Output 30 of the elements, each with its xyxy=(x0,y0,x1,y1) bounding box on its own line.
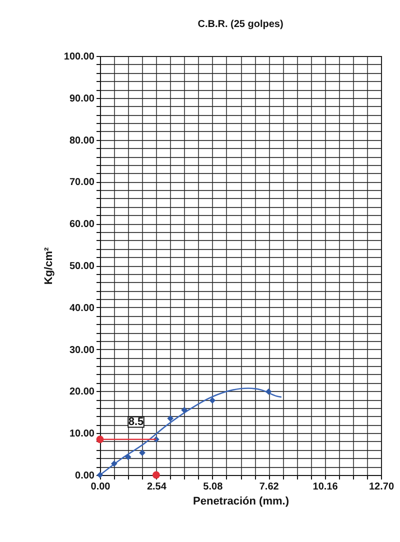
x-tick-label: 0.00 xyxy=(90,482,111,492)
point xyxy=(124,454,132,460)
x-tick-label: 7.62 xyxy=(259,482,280,492)
y-tick-label: 70.00 xyxy=(69,177,95,188)
chart-title: C.B.R. (25 golpes) xyxy=(198,19,284,30)
y-tick-label: 60.00 xyxy=(69,219,95,230)
y-tick-label: 100.00 xyxy=(64,52,95,62)
y-tick-label: 20.00 xyxy=(69,386,95,398)
x-axis-title: Penetración (mm.) xyxy=(193,496,290,508)
point xyxy=(209,397,216,404)
y-tick-label: 80.00 xyxy=(69,135,95,146)
y-axis-title: Kg/cm² xyxy=(42,247,55,285)
point xyxy=(265,388,272,395)
x-tick-label: 10.16 xyxy=(312,482,338,492)
y-tick-label: 30.00 xyxy=(69,344,95,356)
annotation: 8.5 xyxy=(128,416,144,428)
x-tick-label: 5.08 xyxy=(203,482,224,492)
point xyxy=(181,406,188,414)
y-tick-label: 0.00 xyxy=(75,470,95,482)
y-tick-label: 90.00 xyxy=(69,93,95,104)
y-tick-label: 40.00 xyxy=(69,302,95,314)
point xyxy=(111,460,118,467)
point xyxy=(139,450,146,456)
point xyxy=(167,415,174,422)
point xyxy=(152,471,160,479)
x-tick-label: 12.70 xyxy=(368,482,394,492)
y-tick-label: 10.00 xyxy=(69,428,95,440)
y-tick-label: 50.00 xyxy=(69,261,95,272)
point xyxy=(96,436,104,444)
x-tick-label: 2.54 xyxy=(146,482,167,492)
